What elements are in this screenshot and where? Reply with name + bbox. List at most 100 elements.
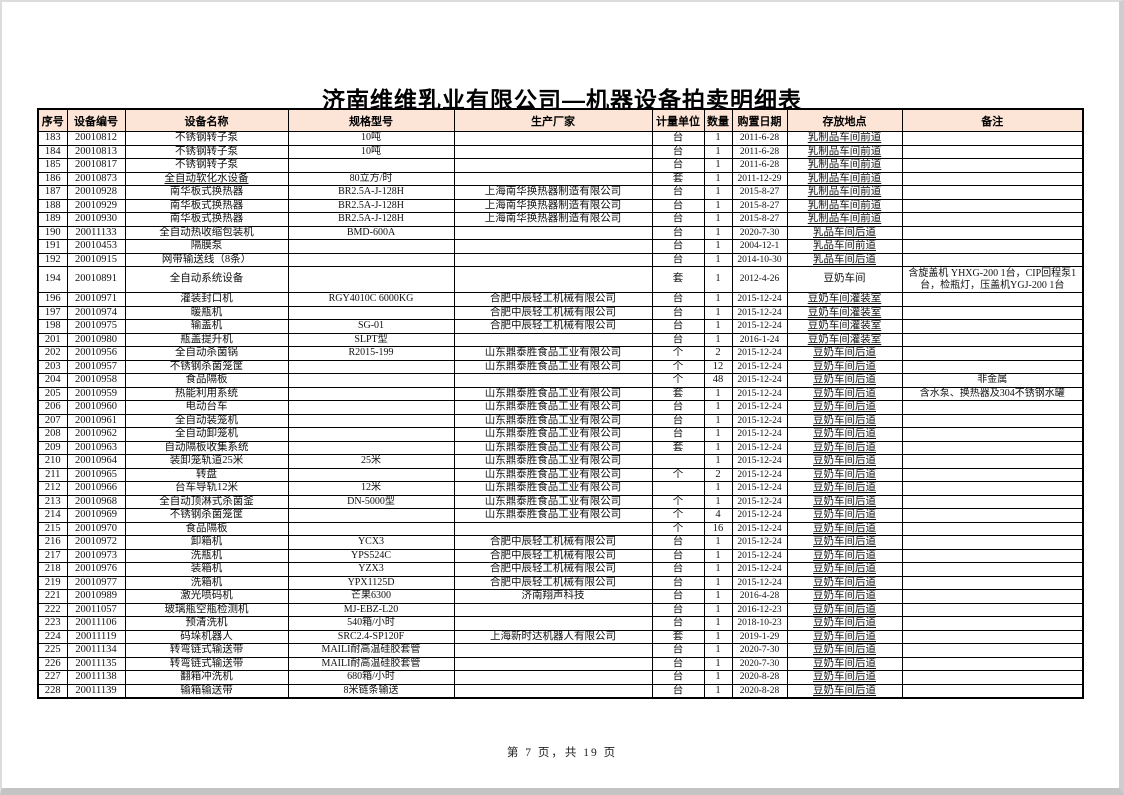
cell-code: 20010976 — [66, 562, 126, 577]
cell-location: 豆奶车间后道 — [786, 683, 903, 699]
cell-note — [901, 332, 1084, 347]
cell-spec — [287, 427, 455, 442]
cell-manufacturer: 山东鼎泰胜食品工业有限公司 — [453, 508, 653, 523]
cell-date: 2011-6-28 — [731, 158, 788, 173]
cell-date: 2015-12-24 — [731, 305, 788, 320]
cell-name: 装卸笼轨道25米 — [124, 454, 289, 469]
cell-note — [901, 616, 1084, 631]
cell-unit: 台 — [651, 144, 705, 159]
cell-manufacturer: 山东鼎泰胜食品工业有限公司 — [453, 467, 653, 482]
cell-date: 2020-7-30 — [731, 643, 788, 658]
cell-name: 自动隔板收集系统 — [124, 440, 289, 455]
cell-manufacturer — [453, 131, 653, 146]
cell-location: 乳制品车间前道 — [786, 158, 903, 173]
table-row: 227 20011138 翻箱冲洗机 680箱/小时 台 1 2020-8-28 豆奶车间后道 — [37, 670, 1084, 685]
cell-serial: 204 — [37, 373, 68, 388]
table-row: 216 20010972 卸箱机 YCX3 合肥中辰轻工机械有限公司台 1 2015-12-… — [37, 535, 1084, 550]
cell-unit: 个 — [651, 359, 705, 374]
cell-code: 20010928 — [66, 185, 126, 200]
cell-note — [901, 400, 1084, 415]
cell-spec: 8米链条输送 — [287, 683, 455, 699]
cell-date: 2015-12-24 — [731, 413, 788, 428]
cell-serial: 205 — [37, 386, 68, 401]
cell-qty: 1 — [703, 602, 733, 617]
cell-note — [901, 575, 1084, 590]
cell-spec: SG-01 — [287, 319, 455, 334]
table-row: 212 20010966 台车导轨12米 12米 山东鼎泰胜食品工业有限公司 1 2015-… — [37, 481, 1084, 496]
cell-name: 不锈钢杀菌笼筐 — [124, 508, 289, 523]
cell-date: 2011-6-28 — [731, 131, 788, 146]
cell-note — [901, 481, 1084, 496]
cell-name: 预清洗机 — [124, 616, 289, 631]
cell-location: 乳制品车间前道 — [786, 171, 903, 186]
cell-note — [901, 548, 1084, 563]
cell-unit: 台 — [651, 319, 705, 334]
cell-note — [901, 427, 1084, 442]
cell-unit — [651, 454, 705, 469]
cell-location: 豆奶车间后道 — [786, 602, 903, 617]
cell-serial: 210 — [37, 454, 68, 469]
table-row: 186 20010873 全自动软化水设备 80立方/时 套 1 2011-12-29 乳制品… — [37, 171, 1084, 186]
cell-note — [901, 198, 1084, 213]
cell-spec — [287, 467, 455, 482]
cell-serial: 221 — [37, 589, 68, 604]
cell-note — [901, 454, 1084, 469]
cell-date: 2011-6-28 — [731, 144, 788, 159]
cell-qty: 1 — [703, 252, 733, 267]
cell-unit: 台 — [651, 575, 705, 590]
cell-name: 瓶盖提升机 — [124, 332, 289, 347]
cell-spec: 680箱/小时 — [287, 670, 455, 685]
cell-location: 乳制品车间前道 — [786, 185, 903, 200]
cell-manufacturer: 合肥中辰轻工机械有限公司 — [453, 292, 653, 307]
cell-spec: MAILI耐高温硅胶套管 — [287, 643, 455, 658]
cell-serial: 206 — [37, 400, 68, 415]
cell-qty: 1 — [703, 548, 733, 563]
cell-spec — [287, 440, 455, 455]
cell-code: 20011119 — [66, 629, 126, 644]
cell-spec: SRC2.4-SP120F — [287, 629, 455, 644]
cell-location: 豆奶车间后道 — [786, 508, 903, 523]
cell-serial: 225 — [37, 643, 68, 658]
cell-qty: 1 — [703, 212, 733, 227]
cell-spec: 10吨 — [287, 131, 455, 146]
cell-location: 豆奶车间后道 — [786, 454, 903, 469]
cell-serial: 213 — [37, 494, 68, 509]
cell-code: 20011134 — [66, 643, 126, 658]
cell-location: 乳品车间后道 — [786, 225, 903, 240]
header-unit: 计量单位 — [651, 108, 705, 132]
cell-location: 豆奶车间灌装室 — [786, 305, 903, 320]
cell-serial: 208 — [37, 427, 68, 442]
cell-note — [901, 413, 1084, 428]
cell-name: 不锈钢转子泵 — [124, 158, 289, 173]
cell-unit: 台 — [651, 131, 705, 146]
cell-qty: 1 — [703, 413, 733, 428]
cell-code: 20010971 — [66, 292, 126, 307]
cell-spec — [287, 239, 455, 254]
cell-date: 2015-12-24 — [731, 373, 788, 388]
cell-unit: 台 — [651, 239, 705, 254]
cell-manufacturer: 上海南华换热器制造有限公司 — [453, 185, 653, 200]
cell-location: 乳品车间前道 — [786, 239, 903, 254]
cell-manufacturer: 山东鼎泰胜食品工业有限公司 — [453, 386, 653, 401]
cell-manufacturer: 合肥中辰轻工机械有限公司 — [453, 562, 653, 577]
cell-location: 豆奶车间灌装室 — [786, 319, 903, 334]
table-row: 213 20010968 全自动顶淋式杀菌釜 DN-5000型 山东鼎泰胜食品工业有限公… — [37, 494, 1084, 509]
cell-date: 2015-12-24 — [731, 535, 788, 550]
cell-date: 2011-12-29 — [731, 171, 788, 186]
cell-note — [901, 225, 1084, 240]
cell-location: 豆奶车间灌装室 — [786, 292, 903, 307]
cell-unit: 台 — [651, 158, 705, 173]
cell-manufacturer: 山东鼎泰胜食品工业有限公司 — [453, 346, 653, 361]
cell-unit: 台 — [651, 212, 705, 227]
cell-code: 20010966 — [66, 481, 126, 496]
cell-unit: 台 — [651, 198, 705, 213]
header-spec: 规格型号 — [287, 108, 455, 132]
cell-name: 电动台车 — [124, 400, 289, 415]
table-row: 226 20011135 转弯链式输送带 MAILI耐高温硅胶套管 台 1 2020-7-3… — [37, 656, 1084, 671]
cell-code: 20010973 — [66, 548, 126, 563]
cell-qty: 1 — [703, 494, 733, 509]
cell-code: 20010974 — [66, 305, 126, 320]
cell-unit: 台 — [651, 548, 705, 563]
cell-name: 全自动热收缩包装机 — [124, 225, 289, 240]
table-row: 217 20010973 洗瓶机 YPS524C 合肥中辰轻工机械有限公司台 1 2015-… — [37, 548, 1084, 563]
